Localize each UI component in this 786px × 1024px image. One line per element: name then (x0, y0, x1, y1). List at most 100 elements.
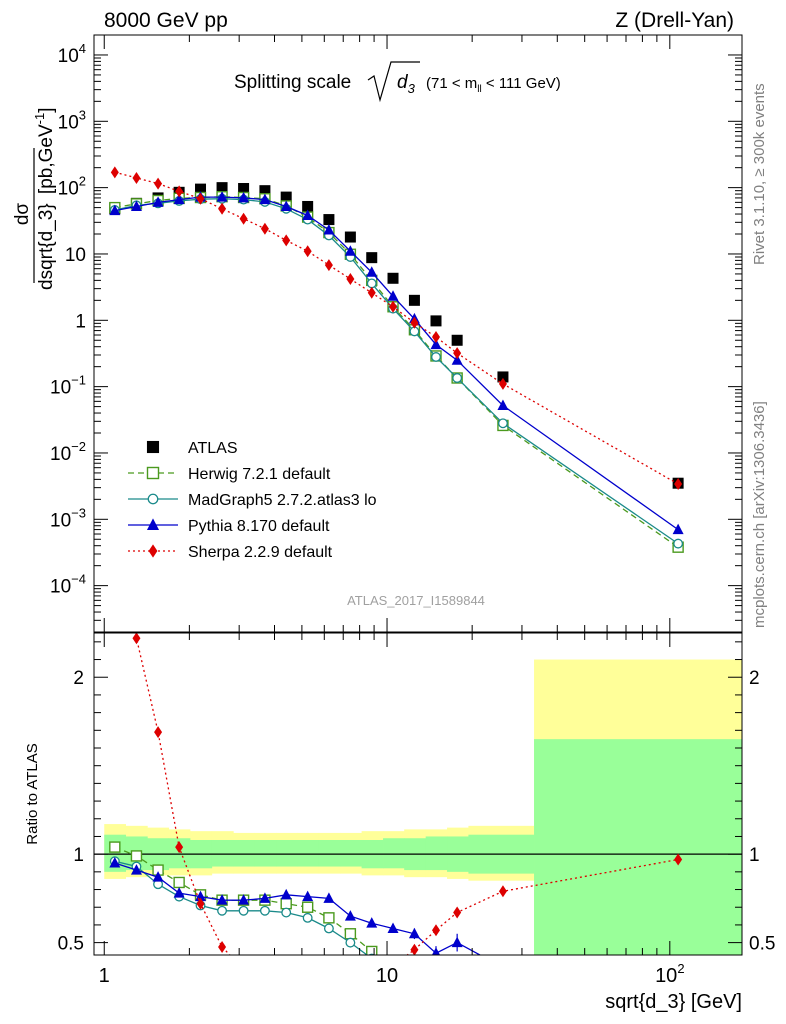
stat-uncertainty-band (340, 840, 363, 867)
x-tick-label: 10 (376, 965, 398, 987)
title-sqrt-sign (367, 61, 420, 103)
legend-label: MadGraph5 2.7.2.atlas3 lo (188, 492, 377, 509)
y-tick-label: 104 (58, 41, 86, 67)
ratio-point (196, 897, 205, 910)
ratio-point (281, 907, 292, 918)
stat-uncertainty-band (383, 838, 405, 869)
data-point (431, 352, 441, 362)
data-point (344, 231, 356, 243)
legend-item-herwig-7-2-1-default: Herwig 7.2.1 default (128, 466, 331, 483)
legend-marker (148, 544, 158, 558)
data-point (387, 290, 399, 301)
stat-uncertainty-band (318, 840, 341, 867)
data-point (259, 193, 271, 205)
plot-title: Splitting scale (234, 72, 351, 93)
data-point (410, 316, 419, 329)
ratio-point (218, 941, 227, 954)
ratio-point (173, 876, 185, 889)
data-point (196, 192, 205, 205)
ratio-point (432, 924, 441, 937)
data-point (497, 399, 509, 410)
ratio-series-pythia-8-170-default (109, 857, 482, 955)
ratio-point (453, 979, 462, 988)
y-label-numerator: dσ (12, 203, 33, 226)
y-tick-label: 10 (65, 245, 86, 266)
x-axis-label: sqrt{d_3} [GeV] (605, 991, 742, 1013)
ratio-point (368, 972, 376, 984)
ratio-point (346, 984, 354, 996)
ratio-point (452, 978, 462, 988)
y-tick-label: 1 (75, 311, 86, 332)
title-main: Splitting scale (234, 72, 351, 93)
data-point (218, 202, 227, 215)
data-point (130, 200, 142, 211)
stat-uncertainty-band (534, 739, 742, 955)
series-line (114, 171, 679, 485)
x-tick-label: 1 (99, 965, 110, 987)
y-tick-label: 10−2 (50, 439, 86, 465)
ratio-series-sherpa-2-2-9-default (132, 633, 683, 1000)
legend-item-atlas: ATLAS (146, 440, 238, 457)
data-point (452, 373, 463, 383)
ratio-point (238, 905, 249, 916)
y-label-denominator: dsqrt{d_3} [pb,GeV-1] (32, 108, 57, 290)
watermark: ATLAS_2017_I1589844 (347, 593, 485, 608)
ratio-y-tick-label: 1 (749, 845, 760, 866)
legend-item-pythia-8-170-default: Pythia 8.170 default (128, 518, 330, 535)
data-point (430, 338, 442, 350)
ratio-y-tick-label: 1 (73, 845, 84, 866)
ratio-point (387, 922, 399, 933)
ratio-point (195, 890, 207, 902)
data-point (216, 191, 228, 202)
data-point (323, 223, 335, 235)
data-point (323, 214, 335, 226)
ratio-point (302, 912, 313, 923)
data-point (497, 418, 508, 429)
y-label-unit: [pb,GeV (36, 124, 57, 194)
ratio-point (301, 901, 314, 913)
data-point (282, 234, 291, 247)
data-point (154, 177, 163, 190)
ratio-point (261, 977, 269, 989)
legend-marker (147, 493, 159, 505)
ratio-point (109, 841, 121, 853)
data-point (387, 272, 399, 284)
ratio-point (280, 897, 292, 910)
legend-item-madgraph5-2-7-2-atlas3-lo: MadGraph5 2.7.2.atlas3 lo (128, 492, 377, 509)
ratio-point (304, 988, 312, 1000)
ratio-point (217, 905, 228, 916)
header-process: Z (Drell-Yan) (615, 9, 734, 32)
data-point (110, 166, 119, 179)
legend: ATLAS Herwig 7.2.1 default MadGraph5 2.7.2… (128, 440, 377, 561)
ratio-point (280, 888, 292, 900)
data-point (302, 209, 314, 221)
ratio-point (152, 871, 164, 882)
ratio-point (431, 947, 441, 955)
ratio-point (132, 633, 141, 645)
data-point (239, 212, 248, 225)
ratio-point (410, 967, 419, 976)
ratio-plot-frame (93, 632, 743, 956)
data-point (152, 196, 164, 207)
data-point (344, 245, 356, 256)
ratio-point (498, 885, 507, 898)
ratio-point (410, 943, 419, 955)
ratio-point (109, 857, 121, 868)
mcplots-label: mcplots.cern.ch [arXiv:1306.3436] (751, 401, 768, 628)
ratio-point (453, 906, 462, 919)
header-energy: 8000 GeV pp (104, 9, 228, 32)
ratio-point (674, 853, 683, 866)
legend-label: Herwig 7.2.1 default (188, 466, 331, 483)
ratio-point (409, 964, 419, 974)
title-variable: d3 (397, 72, 416, 96)
ratio-point (282, 986, 290, 998)
ratio-point (259, 892, 271, 903)
data-point (430, 315, 442, 327)
ratio-point (238, 894, 250, 905)
ratio-point (432, 975, 441, 984)
stat-uncertainty-band (425, 836, 448, 871)
data-point (432, 331, 441, 344)
ratio-point (259, 905, 270, 916)
ratio-point (499, 991, 508, 1000)
ratio-y-tick-label: 0.5 (749, 934, 775, 955)
